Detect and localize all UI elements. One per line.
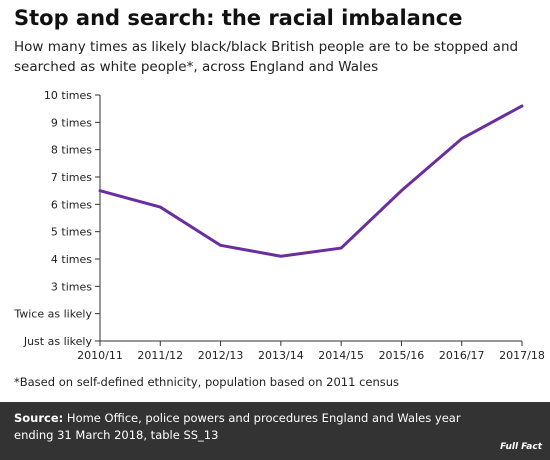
x-tick-label: 2010/11 — [77, 349, 123, 362]
y-tick-label: 10 times — [44, 89, 92, 102]
series-line — [98, 104, 524, 258]
x-tick-label: 2014/15 — [318, 349, 364, 362]
x-tick-label: 2013/14 — [258, 349, 304, 362]
y-tick-label: 5 times — [51, 226, 92, 239]
y-tick-label: 3 times — [51, 280, 92, 293]
x-axis: 2010/11 2011/12 2012/13 2013/14 2014/15 2015/… — [77, 340, 545, 362]
y-tick-label: 9 times — [51, 116, 92, 129]
chart-title: Stop and search: the racial imbalance — [14, 6, 463, 30]
source-footer: Source: Home Office, police powers and p… — [0, 402, 550, 460]
source-text: Source: Home Office, police powers and p… — [14, 410, 484, 444]
x-tick-label: 2015/16 — [379, 349, 425, 362]
footnote: *Based on self-defined ethnicity, popula… — [14, 375, 400, 389]
y-tick-label: Twice as likely — [13, 308, 92, 321]
chart-subtitle: How many times as likely black/black Bri… — [14, 39, 519, 75]
full-fact-logo: Full Fact — [500, 442, 542, 452]
y-tick-label: Just as likely — [23, 335, 93, 348]
x-tick-label: 2011/12 — [137, 349, 183, 362]
series-group — [98, 104, 524, 258]
y-axis: Just as likely Twice as likely 3 times 4 ti… — [13, 89, 101, 348]
x-tick-label: 2017/18 — [499, 349, 545, 362]
y-tick-label: 6 times — [51, 198, 92, 211]
x-tick-label: 2012/13 — [198, 349, 244, 362]
source-body: Home Office, police powers and procedure… — [14, 411, 461, 442]
line-chart: Just as likely Twice as likely 3 times 4 ti… — [13, 89, 545, 362]
x-tick-label: 2016/17 — [439, 349, 485, 362]
y-tick-label: 7 times — [51, 171, 92, 184]
y-tick-label: 8 times — [51, 144, 92, 157]
y-tick-label: 4 times — [51, 253, 92, 266]
source-label: Source: — [14, 411, 64, 425]
